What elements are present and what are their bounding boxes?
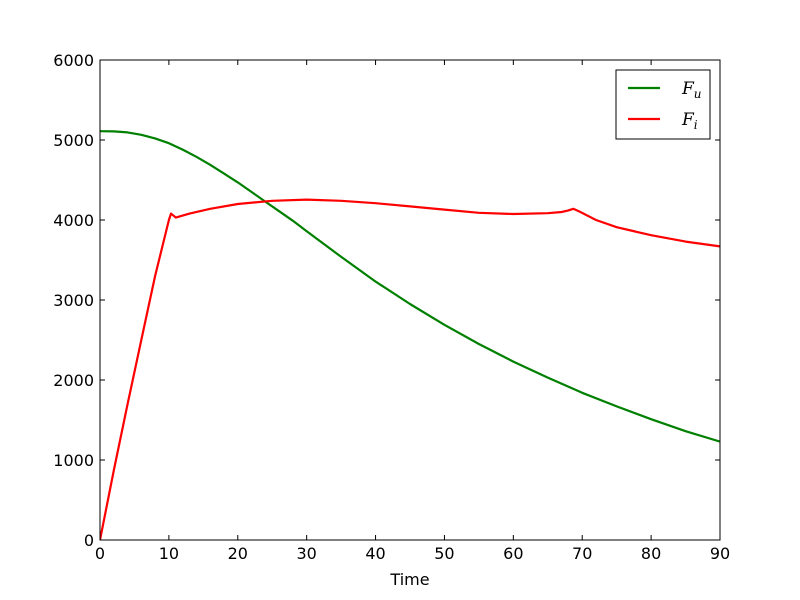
series-line-f-u [100, 130, 720, 443]
series-layer [100, 130, 720, 540]
y-tick-label: 2000 [53, 371, 94, 390]
x-axis-label: Time [389, 570, 429, 589]
y-tick-label: 5000 [53, 131, 94, 150]
legend-box [615, 69, 711, 140]
x-tick-label: 80 [641, 544, 661, 563]
legend-label: Fu [681, 79, 702, 101]
x-tick-label: 0 [95, 544, 105, 563]
x-tick-label: 60 [503, 544, 523, 563]
y-tick-label: 1000 [53, 451, 94, 470]
plot-area: 0 10 20 30 40 50 60 70 80 90 0 1000 2000 3000 4000 5000… [53, 51, 730, 589]
legend: Fu Fi [615, 69, 711, 140]
x-tick-label: 10 [159, 544, 179, 563]
y-tick-label: 0 [84, 531, 94, 550]
x-tick-label: 50 [434, 544, 454, 563]
x-tick-label: 90 [710, 544, 730, 563]
series-line-f-i [100, 198, 720, 540]
x-tick-label: 40 [365, 544, 385, 563]
y-tick-label: 4000 [53, 211, 94, 230]
x-tick-label: 70 [572, 544, 592, 563]
y-tick-label: 3000 [53, 291, 94, 310]
legend-label: Fi [681, 110, 698, 132]
y-tick-label: 6000 [53, 51, 94, 70]
axis-ticks: 0 10 20 30 40 50 60 70 80 90 0 1000 2000 3000 4000 5000… [53, 51, 730, 563]
x-tick-label: 30 [296, 544, 316, 563]
x-tick-label: 20 [228, 544, 248, 563]
